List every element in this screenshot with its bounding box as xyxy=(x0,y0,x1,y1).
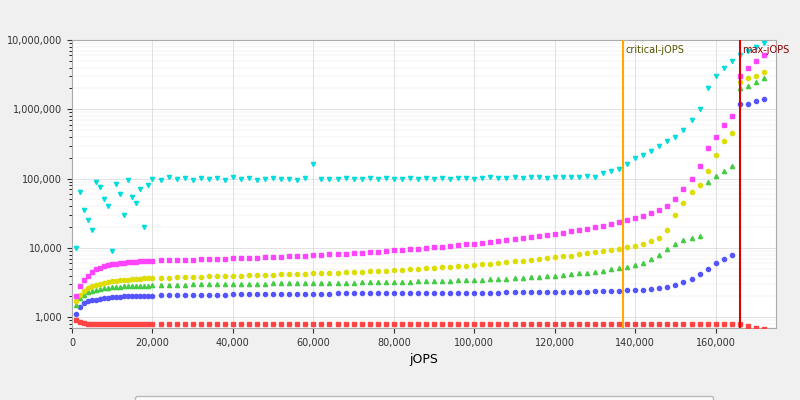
90-th percentile xyxy=(71,303,81,308)
min xyxy=(325,322,334,326)
X-axis label: jOPS: jOPS xyxy=(410,353,438,366)
median xyxy=(381,291,390,296)
Line: max: max xyxy=(74,41,766,253)
max xyxy=(759,41,769,46)
min xyxy=(212,322,222,326)
max xyxy=(413,176,422,181)
Legend: min, median, 90-th percentile, 95-th percentile, 99-th percentile, max: min, median, 90-th percentile, 95-th per… xyxy=(134,396,714,400)
90-th percentile xyxy=(381,280,390,284)
min xyxy=(694,322,704,326)
median xyxy=(325,291,334,296)
median xyxy=(405,290,414,295)
99-th percentile xyxy=(212,256,222,261)
max xyxy=(220,178,230,182)
median xyxy=(694,272,704,276)
90-th percentile xyxy=(694,233,704,238)
95-th percentile xyxy=(325,270,334,275)
90-th percentile xyxy=(123,284,133,289)
Text: max-jOPS: max-jOPS xyxy=(742,45,789,55)
min xyxy=(123,322,133,326)
Line: min: min xyxy=(74,318,766,331)
90-th percentile xyxy=(325,280,334,285)
Y-axis label: Response time, usec: Response time, usec xyxy=(0,119,2,249)
min xyxy=(405,322,414,326)
95-th percentile xyxy=(212,274,222,279)
max xyxy=(71,246,81,250)
min xyxy=(381,322,390,326)
Line: median: median xyxy=(74,97,766,316)
95-th percentile xyxy=(71,299,81,304)
median xyxy=(759,97,769,102)
max xyxy=(127,194,137,199)
Text: critical-jOPS: critical-jOPS xyxy=(625,45,684,55)
min xyxy=(71,318,81,323)
99-th percentile xyxy=(759,53,769,58)
99-th percentile xyxy=(694,164,704,169)
max xyxy=(333,176,342,181)
95-th percentile xyxy=(381,268,390,273)
Line: 99-th percentile: 99-th percentile xyxy=(74,53,766,298)
Line: 90-th percentile: 90-th percentile xyxy=(74,76,766,307)
median xyxy=(123,294,133,299)
95-th percentile xyxy=(694,183,704,188)
max xyxy=(389,177,398,182)
90-th percentile xyxy=(212,282,222,286)
99-th percentile xyxy=(381,249,390,254)
95-th percentile xyxy=(405,267,414,272)
min xyxy=(759,326,769,331)
Line: 95-th percentile: 95-th percentile xyxy=(74,70,766,303)
99-th percentile xyxy=(71,294,81,299)
max xyxy=(107,249,117,254)
median xyxy=(212,292,222,297)
95-th percentile xyxy=(123,277,133,282)
max xyxy=(703,86,713,91)
median xyxy=(71,312,81,317)
90-th percentile xyxy=(759,76,769,81)
95-th percentile xyxy=(759,69,769,74)
99-th percentile xyxy=(405,247,414,252)
99-th percentile xyxy=(325,252,334,257)
99-th percentile xyxy=(123,260,133,265)
90-th percentile xyxy=(405,279,414,284)
